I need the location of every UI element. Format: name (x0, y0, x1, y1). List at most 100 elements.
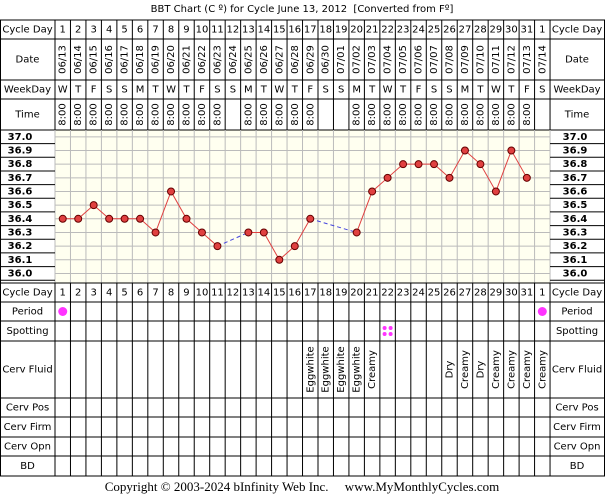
y-tick-label: 36.0 (8, 268, 33, 279)
spot-dot (388, 326, 393, 330)
times: 8:00 (151, 103, 162, 125)
cycle-days: 18 (319, 25, 332, 36)
cycle-days: 12 (227, 25, 240, 36)
times: 8:00 (58, 103, 69, 125)
row-label: WeekDay (553, 85, 600, 96)
cycle-days: 6 (137, 288, 143, 299)
y-tick-label: 36.2 (563, 241, 588, 252)
temp-point (306, 214, 315, 223)
cerv-fluid: Dry (444, 361, 455, 379)
cycle-days: 28 (474, 25, 487, 36)
row-label: BD (20, 461, 35, 472)
row-label: BD (570, 461, 585, 472)
cycle-days: 2 (75, 288, 81, 299)
weekdays: M (244, 85, 253, 96)
weekdays: S (214, 85, 220, 96)
dates: 06/29 (305, 45, 316, 74)
temp-point (290, 242, 299, 251)
dates: 07/08 (444, 45, 455, 74)
cycle-days: 3 (90, 288, 96, 299)
cerv-fluid: Creamy (522, 350, 533, 389)
row-label: Cerv Fluid (2, 365, 52, 376)
dates: 06/23 (212, 45, 223, 74)
cycle-days: 27 (459, 25, 472, 36)
temp-point (522, 173, 531, 182)
y-tick-label: 36.8 (8, 159, 33, 170)
cerv-fluid: Eggwhite (305, 346, 316, 392)
times: 8:00 (120, 103, 131, 125)
cycle-days: 1 (60, 25, 66, 36)
cycle-days: 11 (211, 288, 224, 299)
row-label: WeekDay (4, 85, 51, 96)
dates: 06/28 (290, 45, 301, 74)
gap-bridge (217, 231, 249, 247)
cycle-days: 30 (505, 25, 518, 36)
weekdays: T (74, 85, 82, 96)
dates: 07/14 (537, 45, 548, 74)
y-tick-label: 36.1 (8, 255, 33, 266)
times: 8:00 (290, 103, 301, 125)
temp-point (151, 228, 160, 237)
times: 8:00 (460, 103, 471, 125)
temp-point (491, 187, 500, 196)
y-tick-label: 37.0 (8, 132, 33, 143)
times: 8:00 (522, 103, 533, 125)
cycle-days: 23 (397, 25, 410, 36)
temp-point (136, 214, 145, 223)
cycle-days: 8 (168, 25, 174, 36)
temp-point (275, 255, 284, 264)
dates: 07/10 (475, 45, 486, 74)
cycle-days: 31 (520, 288, 533, 299)
y-tick-label: 36.4 (8, 214, 33, 225)
row-label: Period (561, 307, 592, 318)
cycle-days: 12 (227, 288, 240, 299)
y-tick-label: 36.8 (563, 159, 588, 170)
cycle-days: 15 (273, 25, 286, 36)
copyright: Copyright © 2003-2024 bInfinity Web Inc.… (105, 479, 499, 494)
weekdays: T (368, 85, 376, 96)
spot-dot (382, 326, 387, 330)
cycle-days: 1 (539, 25, 545, 36)
cycle-days: 20 (350, 288, 363, 299)
row-label: Cycle Day (552, 25, 602, 36)
cycle-days: 30 (505, 288, 518, 299)
chart-title: BBT Chart (C º) for Cycle June 13, 2012 … (151, 4, 454, 15)
cycle-days: 13 (242, 288, 255, 299)
temp-point (197, 228, 206, 237)
dates: 06/17 (120, 45, 131, 74)
cycle-days: 17 (304, 288, 317, 299)
cycle-days: 21 (366, 288, 379, 299)
times: 8:00 (197, 103, 208, 125)
dates: 07/07 (429, 45, 440, 74)
cycle-days: 7 (152, 288, 158, 299)
weekdays: T (399, 85, 407, 96)
weekdays: T (291, 85, 299, 96)
dates: 06/20 (166, 45, 177, 74)
row-label: Date (16, 55, 40, 66)
times: 8:00 (73, 103, 84, 125)
cycle-days: 4 (106, 288, 112, 299)
temp-point (414, 160, 423, 169)
weekdays: W (274, 85, 284, 96)
dates: 06/26 (259, 45, 270, 74)
dates: 07/01 (336, 45, 347, 74)
y-tick-label: 36.3 (8, 227, 33, 238)
temp-point (259, 228, 268, 237)
dates: 06/24 (228, 45, 239, 74)
temp-point (476, 160, 485, 169)
y-tick-label: 36.9 (8, 145, 33, 156)
times: 8:00 (444, 103, 455, 125)
period-mark (537, 307, 547, 316)
dates: 07/09 (460, 45, 471, 74)
weekdays: T (260, 85, 268, 96)
cycle-days: 7 (152, 25, 158, 36)
cycle-days: 14 (257, 288, 270, 299)
temp-point (182, 214, 191, 223)
y-tick-label: 36.4 (563, 214, 588, 225)
cycle-days: 1 (539, 288, 545, 299)
temp-point (244, 228, 253, 237)
times: 8:00 (429, 103, 440, 125)
weekdays: W (491, 85, 501, 96)
times: 8:00 (274, 103, 285, 125)
